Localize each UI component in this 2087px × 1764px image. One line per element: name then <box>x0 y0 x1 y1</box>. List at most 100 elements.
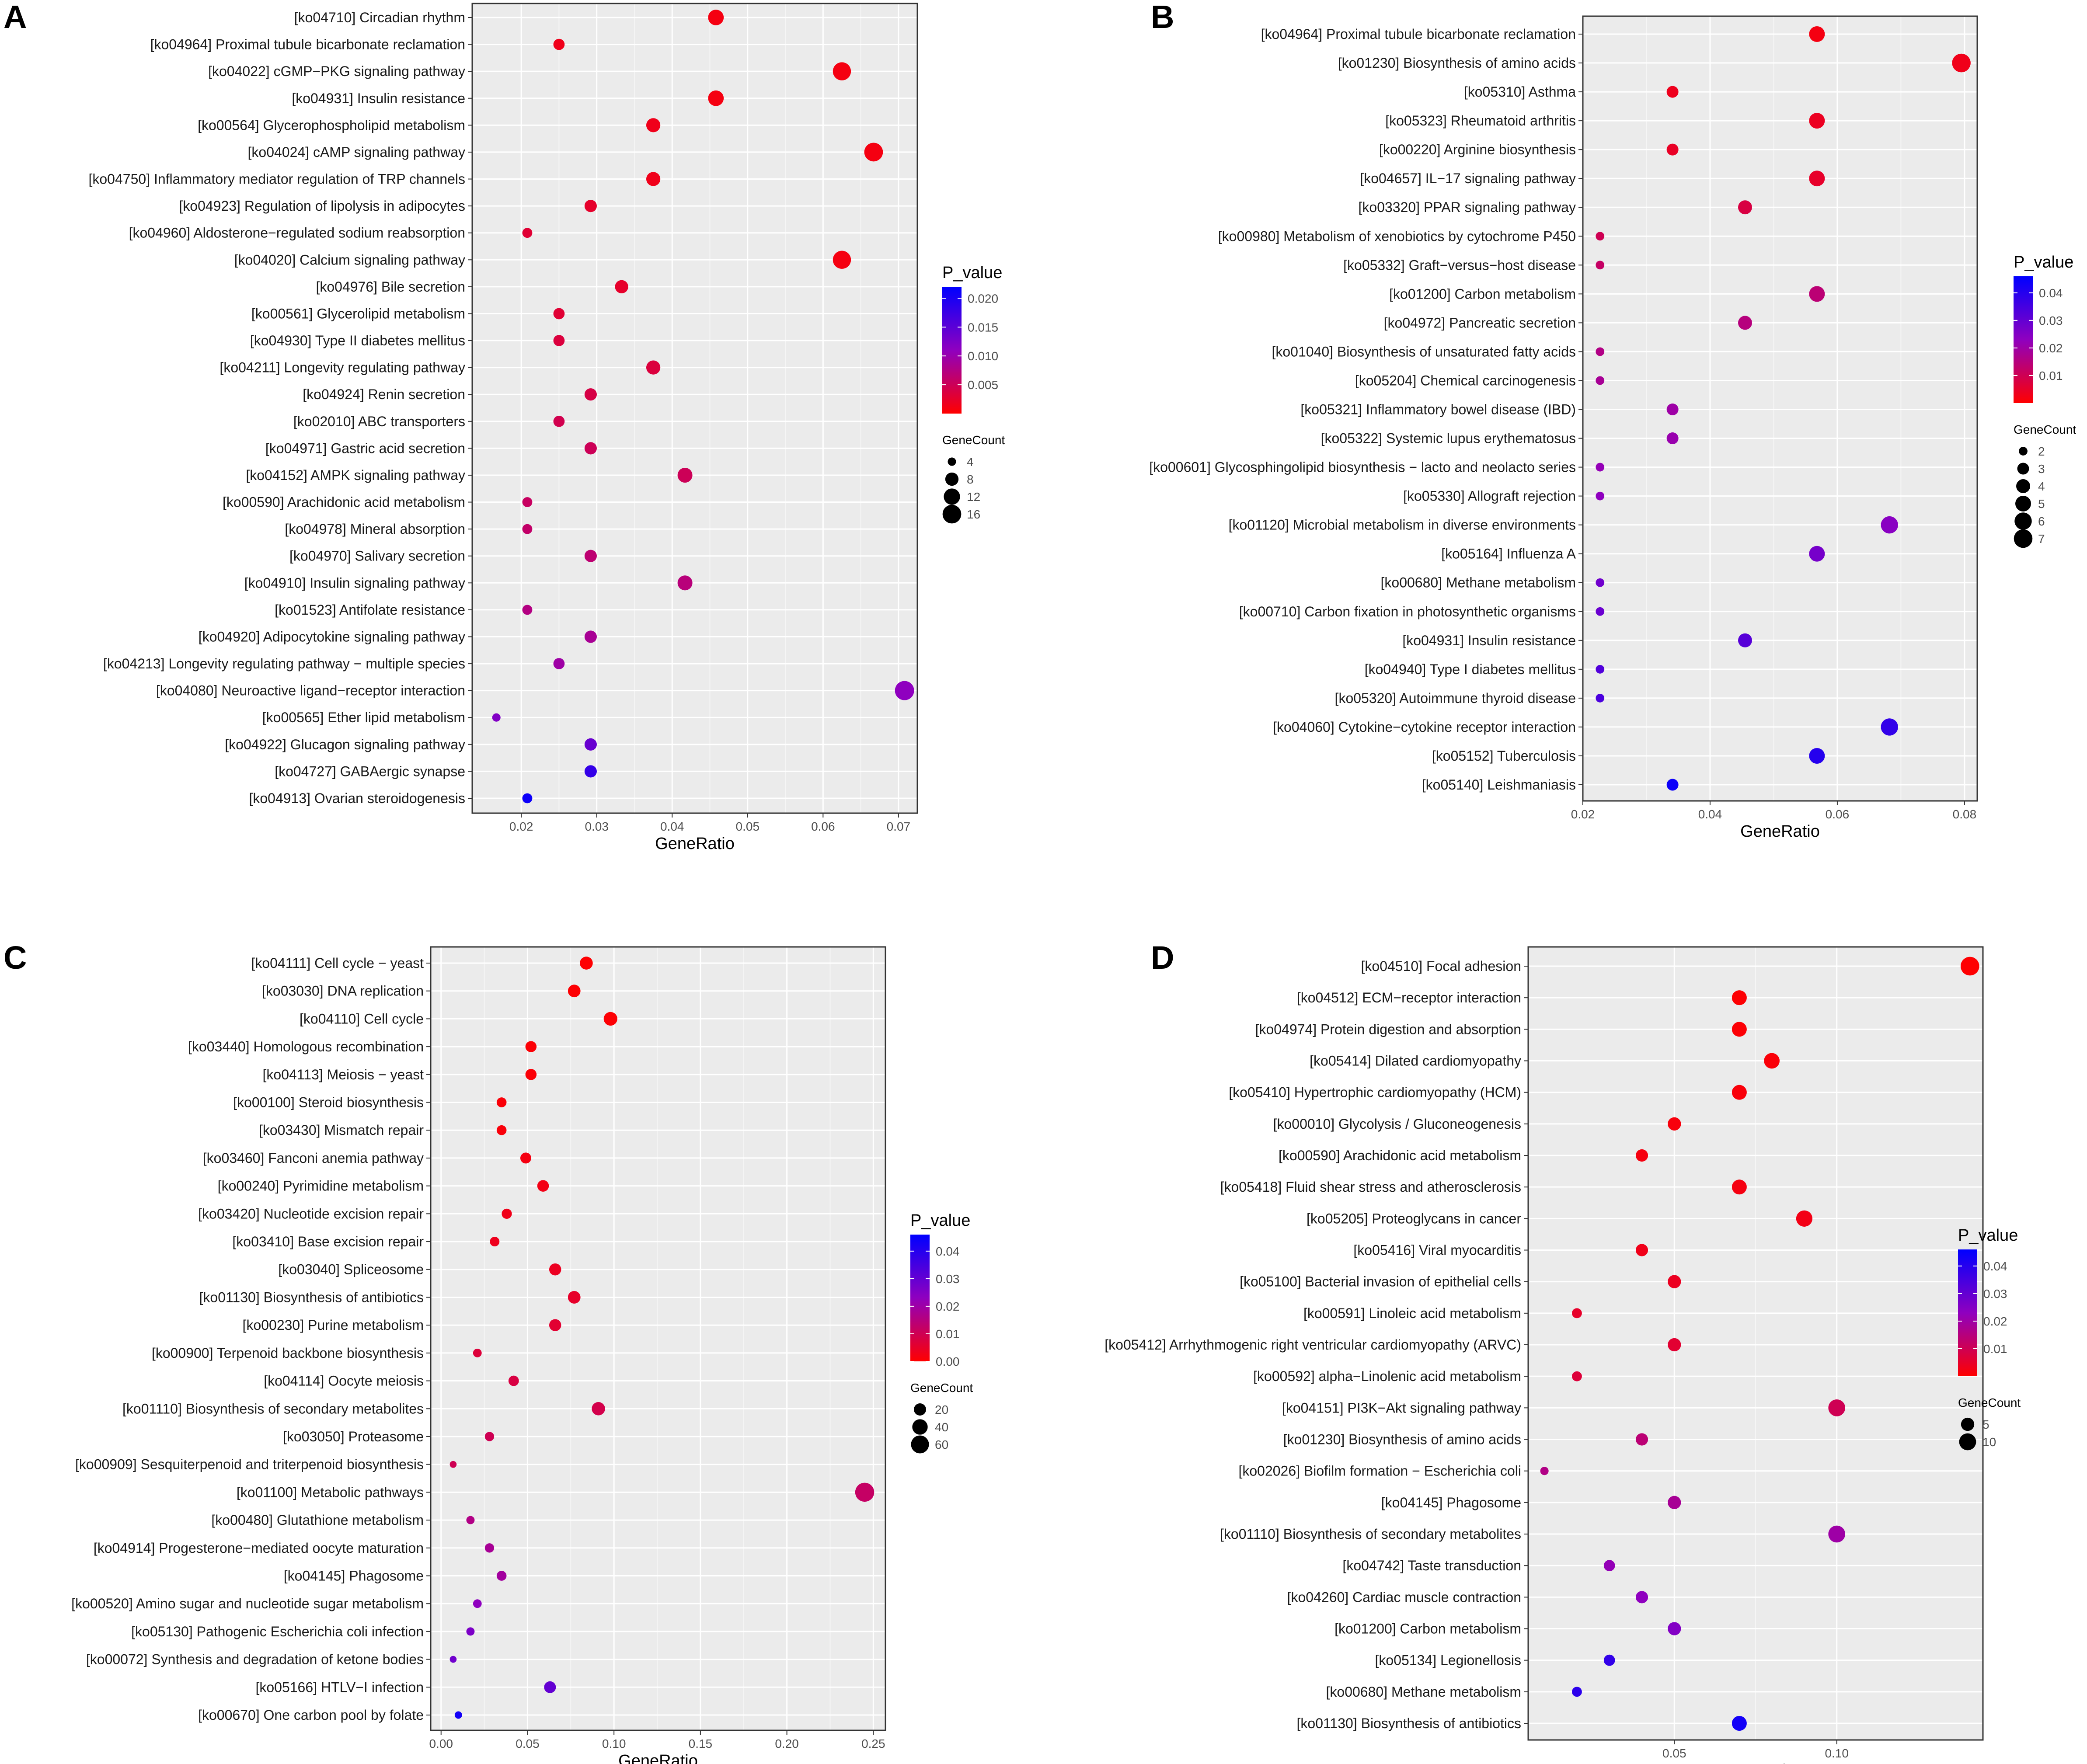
x-tick-label: 0.10 <box>602 1737 626 1750</box>
x-tick-label: 0.04 <box>1698 807 1722 821</box>
term-label: [ko03320] PPAR signaling pathway <box>1359 199 1576 215</box>
data-point <box>584 630 597 643</box>
data-point <box>1738 200 1752 215</box>
data-point <box>490 1237 500 1247</box>
data-point <box>1668 1622 1681 1635</box>
term-label: [ko04145] Phagosome <box>1381 1495 1521 1510</box>
term-label: [ko03040] Spliceosome <box>278 1262 424 1277</box>
term-label: [ko05414] Dilated cardiomyopathy <box>1310 1053 1521 1069</box>
size-legend-dot <box>2015 496 2031 511</box>
plot-frame <box>1582 15 1978 802</box>
data-point <box>1732 1715 1747 1731</box>
term-label: [ko04710] Circadian rhythm <box>294 10 465 25</box>
term-label: [ko00564] Glycerophospholipid metabolism <box>198 117 465 133</box>
x-tick-label: 0.03 <box>585 820 609 833</box>
x-tick-label: 0.04 <box>660 820 684 833</box>
data-point <box>492 713 501 722</box>
term-label: [ko03030] DNA replication <box>262 983 424 999</box>
data-point <box>449 1656 457 1663</box>
term-label: [ko05330] Allograft rejection <box>1403 488 1576 504</box>
data-point <box>592 1402 605 1416</box>
size-legend-dot <box>948 457 956 466</box>
x-axis-title: GeneRatio <box>618 1752 698 1764</box>
size-legend-dot <box>1961 1417 1975 1431</box>
data-point <box>646 172 661 186</box>
term-label: [ko04976] Bile secretion <box>316 279 465 295</box>
panel-label-c: C <box>3 939 27 976</box>
color-legend-title: P_value <box>942 264 1002 282</box>
data-point <box>1635 1149 1648 1162</box>
term-label: [ko00980] Metabolism of xenobiotics by c… <box>1218 228 1576 244</box>
size-legend-dot <box>942 504 962 524</box>
plot-background <box>1583 16 1977 801</box>
term-label: [ko04750] Inflammatory mediator regulati… <box>88 171 465 187</box>
term-label: [ko01120] Microbial metabolism in divers… <box>1229 517 1576 533</box>
size-legend-label: 6 <box>2038 515 2045 528</box>
size-legend-label: 5 <box>1982 1418 1989 1431</box>
data-point <box>537 1180 549 1192</box>
data-point <box>1732 1022 1747 1037</box>
data-point <box>1809 286 1825 302</box>
x-tick-label: 0.02 <box>1571 807 1595 821</box>
color-bar-label: 0.03 <box>1983 1287 2007 1301</box>
term-label: [ko00591] Linoleic acid metabolism <box>1303 1305 1521 1321</box>
data-point <box>584 738 597 751</box>
size-legend-dot <box>2017 463 2029 475</box>
data-point <box>1809 113 1825 129</box>
term-label: [ko04910] Insulin signaling pathway <box>244 575 465 591</box>
data-point <box>1732 990 1747 1006</box>
data-point <box>473 1599 482 1608</box>
color-bar-label: 0.02 <box>2039 341 2063 355</box>
term-label: [ko04964] Proximal tubule bicarbonate re… <box>150 37 465 52</box>
data-point <box>1809 26 1825 42</box>
x-tick-label: 0.00 <box>429 1737 453 1750</box>
term-label: [ko04657] IL−17 signaling pathway <box>1360 170 1576 186</box>
size-legend-title: GeneCount <box>2014 423 2076 436</box>
term-label: [ko04931] Insulin resistance <box>292 90 465 106</box>
chart-d: 0.05 0.10 [ko04510] Focal adhesion [ko04512… <box>1104 946 2021 1764</box>
chart-a: 0.02 0.03 0.04 0.05 0.06 0.07 [ko04710] Circad… <box>88 3 1005 853</box>
data-point <box>449 1461 457 1468</box>
data-point <box>1666 404 1679 415</box>
term-label: [ko00670] One carbon pool by folate <box>198 1707 424 1723</box>
term-label: [ko03440] Homologous recombination <box>188 1039 424 1054</box>
size-legend-label: 7 <box>2038 532 2045 546</box>
data-point <box>1764 1053 1780 1069</box>
x-tick-label: 0.05 <box>1662 1747 1686 1760</box>
term-label: [ko04727] GABAergic synapse <box>275 763 465 779</box>
x-tick-label: 0.06 <box>811 820 835 833</box>
data-point <box>525 1069 537 1080</box>
plot-frame <box>430 946 886 1731</box>
term-label: [ko01110] Biosynthesis of secondary meta… <box>122 1401 424 1416</box>
data-point <box>580 957 593 970</box>
x-tick-label: 0.05 <box>736 820 760 833</box>
size-legend-dot <box>2016 479 2030 493</box>
color-bar <box>942 287 962 414</box>
data-point <box>1668 1496 1681 1509</box>
data-point <box>708 90 724 106</box>
term-label: [ko04940] Type I diabetes mellitus <box>1365 661 1576 677</box>
size-legend-dot <box>914 1403 926 1416</box>
term-label: [ko01230] Biosynthesis of amino acids <box>1283 1432 1521 1447</box>
size-legend-dot <box>944 488 960 505</box>
data-point <box>584 388 597 401</box>
plot-frame <box>1527 946 1984 1741</box>
data-point <box>677 575 693 591</box>
data-point <box>1596 232 1605 241</box>
data-point <box>484 1543 495 1553</box>
data-point <box>496 1125 507 1135</box>
data-point <box>646 118 661 132</box>
term-label: [ko00010] Glycolysis / Gluconeogenesis <box>1273 1116 1521 1132</box>
data-point <box>1828 1399 1846 1416</box>
x-tick-label: 0.06 <box>1826 807 1850 821</box>
size-legend-label: 4 <box>2038 480 2045 493</box>
data-point <box>496 1571 507 1581</box>
data-point <box>1881 516 1898 534</box>
term-label: [ko05204] Chemical carcinogenesis <box>1355 372 1576 388</box>
term-label: [ko05323] Rheumatoid arthritis <box>1385 113 1576 129</box>
size-legend-dot <box>2014 529 2033 548</box>
x-tick-label: 0.25 <box>861 1737 885 1750</box>
data-point <box>864 143 883 162</box>
term-label: [ko00480] Glutathione metabolism <box>211 1512 424 1528</box>
data-point <box>1596 347 1605 356</box>
